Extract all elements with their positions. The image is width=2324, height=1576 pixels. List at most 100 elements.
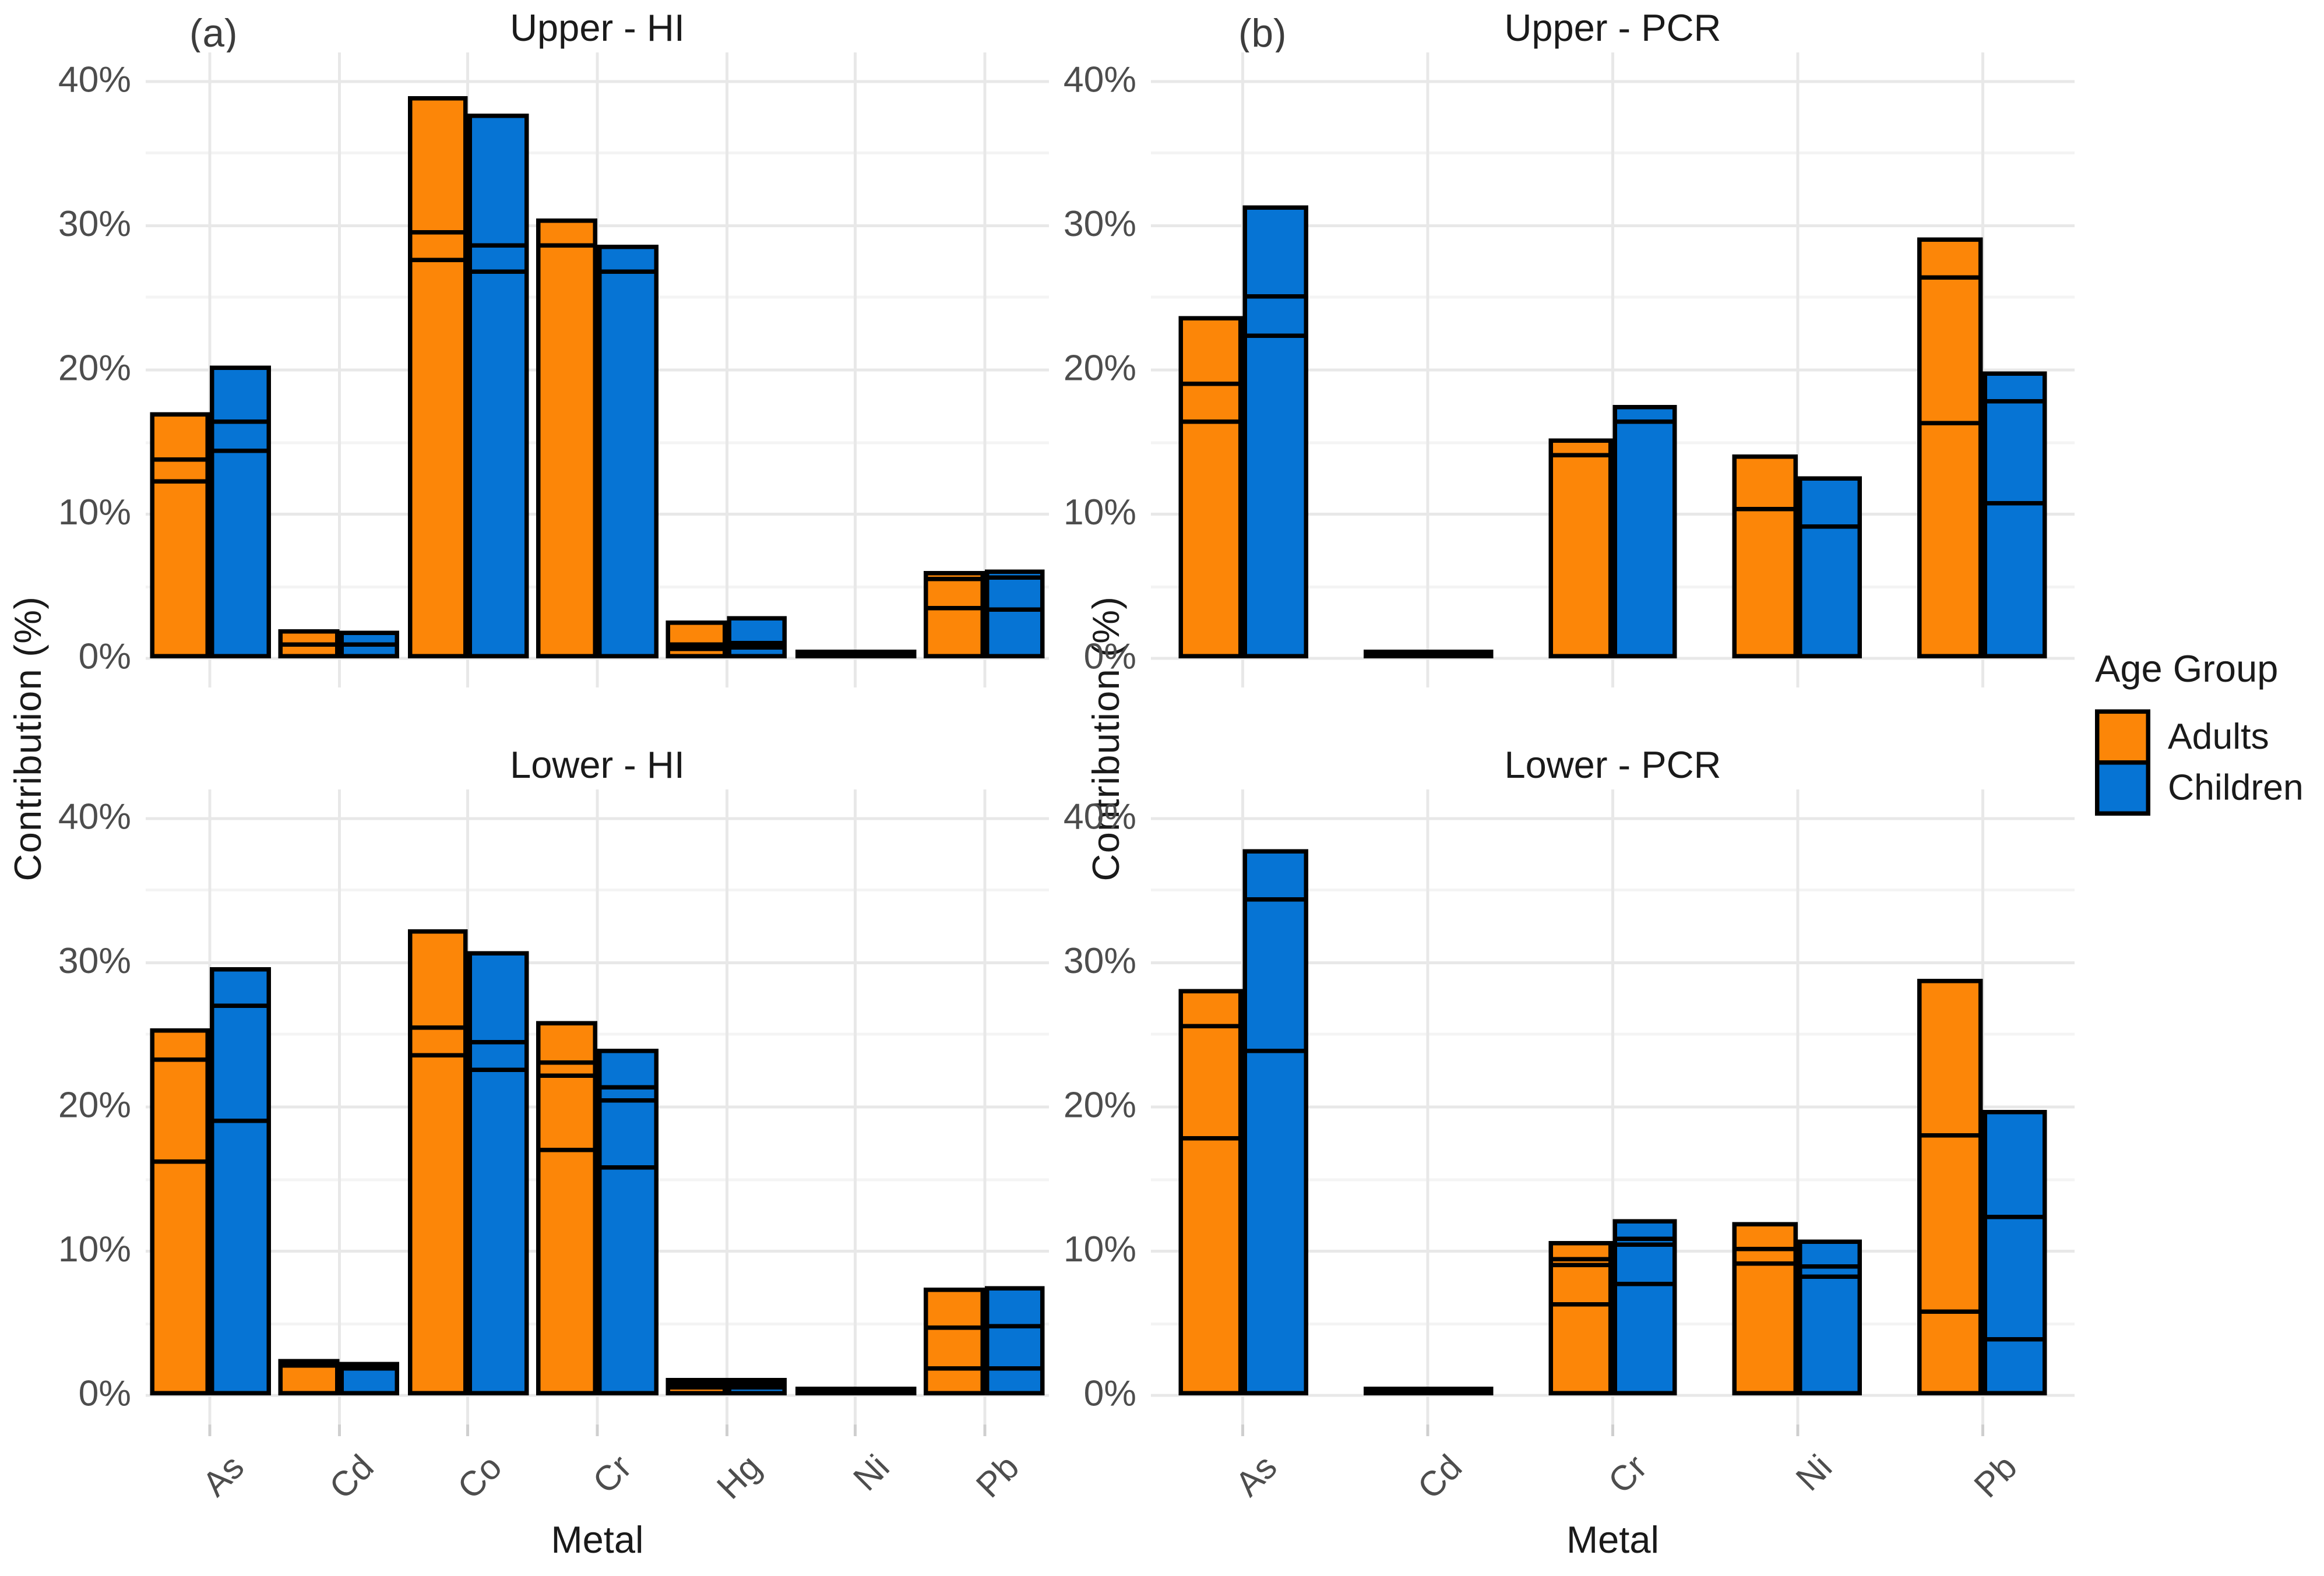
bar-segment-divider [407, 230, 469, 235]
y-tick-label: 30% [58, 203, 131, 245]
bar-segment-divider [1548, 1256, 1613, 1261]
bar-segment-divider [468, 1067, 529, 1072]
bar-cd-adults [1363, 1387, 1428, 1396]
bar-ni-children [1797, 477, 1862, 659]
bar-cr-children [597, 244, 659, 659]
bar-segment-divider [149, 1057, 210, 1062]
bar-segment-divider [407, 1053, 469, 1057]
bar-as-children [210, 967, 271, 1396]
y-tick-label: 30% [1063, 940, 1136, 982]
bar-segment-divider [1917, 421, 1983, 426]
y-tick-label: 20% [1063, 1085, 1136, 1126]
legend-entry-children: Children [2095, 760, 2304, 816]
y-tick-label: 0% [1083, 1373, 1136, 1415]
bar-segment-divider [468, 269, 529, 274]
bar-cr-children [1612, 404, 1678, 659]
bar-segment-divider [1917, 275, 1983, 280]
gridline-vertical [1611, 52, 1614, 687]
bar-segment-divider [1548, 453, 1613, 457]
bar-segment-divider [210, 1119, 271, 1124]
bar-segment-divider [149, 478, 210, 484]
bar-segment-divider [210, 419, 271, 424]
bar-segment-divider [210, 448, 271, 453]
bar-segment-divider [468, 244, 529, 248]
bar-segment-divider [1797, 1275, 1862, 1280]
bar-segment-divider [279, 1363, 340, 1368]
y-tick-label: 20% [58, 1085, 131, 1126]
bar-segment-divider [726, 1384, 787, 1390]
bar-as-adults [149, 1027, 210, 1396]
bar-segment-divider [468, 1039, 529, 1045]
bar-ni-adults [794, 650, 855, 659]
gridline-vertical [337, 52, 341, 687]
bar-hg-adults [665, 621, 727, 659]
bar-as-children [1243, 205, 1308, 659]
bar-segment-divider [1548, 1262, 1613, 1267]
bar-segment-divider [536, 1060, 597, 1064]
bar-segment-divider [1917, 1310, 1983, 1314]
x-tick-mark [1241, 1425, 1245, 1436]
bar-segment-divider [726, 640, 787, 645]
bar-segment-divider [984, 1366, 1045, 1371]
panel-title-upper-pcr: Upper - PCR [1504, 6, 1721, 50]
gridline-vertical [1980, 789, 1984, 1425]
bar-segment-divider [149, 1159, 210, 1164]
gridline-vertical [854, 789, 857, 1425]
bar-segment-divider [665, 646, 727, 651]
adults-swatch-icon [2095, 709, 2150, 765]
bar-segment-divider [924, 1325, 985, 1330]
y-tick-label: 0% [78, 1373, 131, 1415]
bar-segment-divider [665, 1385, 727, 1390]
bar-as-children [1243, 848, 1308, 1396]
gridline-vertical [337, 789, 341, 1425]
plot-area [146, 789, 1049, 1425]
y-tick-label: 30% [1063, 203, 1136, 245]
y-tick-label: 20% [1063, 348, 1136, 389]
bar-ni-adults [1733, 455, 1798, 659]
bar-segment-divider [1982, 1337, 2047, 1342]
bar-segment-divider [665, 641, 727, 647]
y-tick-label: 40% [1063, 796, 1136, 838]
bar-as-adults [149, 411, 210, 659]
bar-segment-divider [1733, 1246, 1798, 1251]
bar-segment-divider [1178, 1024, 1244, 1028]
bar-cd-children [1428, 1387, 1493, 1396]
bar-segment-divider [924, 577, 985, 581]
bar-segment-divider [210, 1003, 271, 1009]
bar-segment-divider [1612, 1282, 1678, 1287]
legend-label-adults: Adults [2168, 715, 2269, 757]
bar-co-adults [407, 96, 469, 659]
bar-segment-divider [279, 641, 340, 647]
gridline-vertical [1426, 789, 1429, 1425]
bar-ni-adults [794, 1387, 855, 1396]
y-axis-label-left: Contribution (%) [6, 595, 50, 882]
gridline-vertical [983, 52, 986, 687]
bar-segment-divider [407, 1025, 469, 1030]
bar-cr-children [597, 1049, 659, 1396]
bar-segment-divider [536, 1073, 597, 1078]
bar-segment-divider [726, 644, 787, 650]
x-tick-mark [467, 1425, 470, 1436]
bar-ni-children [855, 1387, 916, 1396]
bar-as-adults [1178, 988, 1244, 1396]
children-swatch-icon [2095, 760, 2150, 816]
y-tick-label: 40% [58, 59, 131, 101]
x-tick-mark [1426, 1425, 1429, 1436]
gridline-vertical [854, 52, 857, 687]
x-tick-mark [983, 1425, 986, 1436]
bar-segment-divider [1243, 333, 1308, 338]
bar-segment-divider [339, 1366, 400, 1371]
bar-segment-divider [1982, 399, 2047, 404]
bar-segment-divider [407, 258, 469, 263]
bar-segment-divider [597, 1084, 659, 1090]
y-tick-label: 40% [58, 796, 131, 838]
bar-as-adults [1178, 316, 1244, 659]
bar-segment-divider [536, 244, 597, 248]
x-tick-mark [596, 1425, 599, 1436]
plot-area [1151, 52, 2075, 687]
plot-area [1151, 789, 2075, 1425]
bar-pb-adults [1917, 237, 1983, 659]
gridline-vertical [1795, 789, 1799, 1425]
panel-tag-a: (a) [189, 12, 238, 55]
